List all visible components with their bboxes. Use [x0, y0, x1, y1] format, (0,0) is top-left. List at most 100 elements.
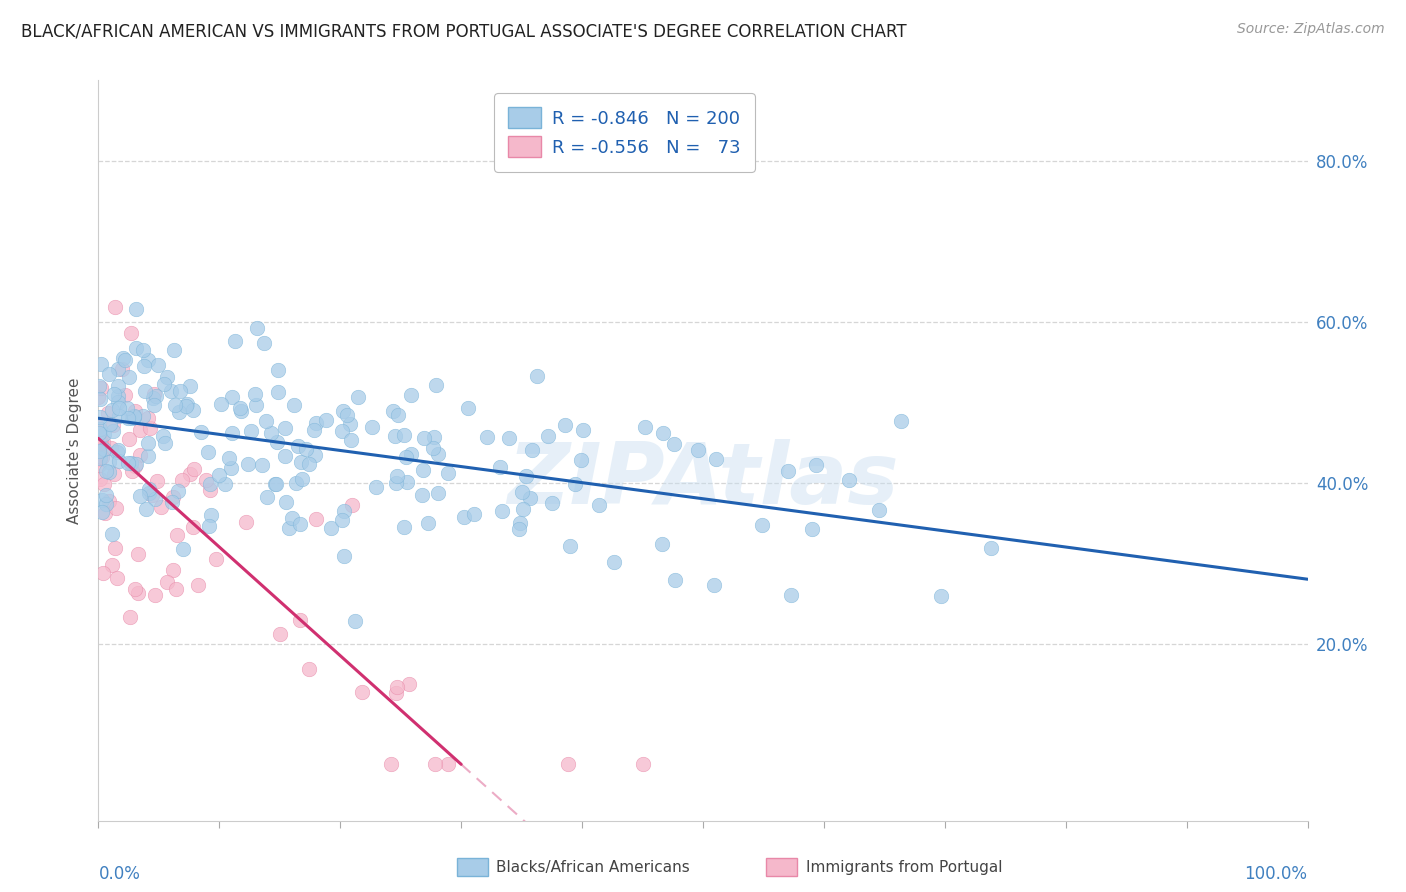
Point: [302, 424, 325, 438]
Point: [686, 443, 709, 458]
Point: [332, 404, 354, 418]
Point: [100, 558, 122, 572]
Point: [702, 578, 724, 592]
Point: [142, 391, 165, 405]
Point: [121, 411, 143, 425]
Point: [104, 541, 127, 556]
Point: [558, 539, 581, 553]
Point: [87, 443, 110, 458]
Point: [87, 444, 110, 458]
Point: [422, 441, 444, 455]
Point: [426, 447, 449, 461]
Point: [125, 458, 148, 472]
Point: [100, 441, 122, 455]
Point: [136, 449, 159, 463]
Point: [361, 419, 384, 434]
Point: [142, 398, 165, 412]
Point: [330, 424, 353, 438]
Point: [569, 453, 592, 467]
Point: [489, 459, 512, 474]
Point: [245, 398, 267, 412]
Point: [89, 449, 111, 463]
Point: [120, 609, 142, 624]
Point: [97, 465, 120, 479]
Point: [278, 521, 301, 535]
Point: [125, 302, 148, 317]
Point: [122, 409, 145, 424]
Point: [205, 552, 228, 566]
Point: [194, 474, 217, 488]
Text: 0.0%: 0.0%: [98, 865, 141, 883]
Point: [197, 445, 219, 459]
Point: [138, 353, 160, 368]
Point: [146, 474, 169, 488]
Text: 100.0%: 100.0%: [1244, 865, 1308, 883]
Point: [554, 418, 576, 433]
Point: [254, 414, 277, 428]
Point: [291, 472, 314, 486]
Point: [87, 379, 110, 393]
Point: [96, 498, 118, 512]
Point: [200, 508, 222, 522]
Point: [256, 491, 278, 505]
Point: [107, 401, 129, 416]
Point: [333, 549, 356, 563]
Point: [132, 409, 155, 423]
Text: ZIPAtlas: ZIPAtlas: [508, 439, 898, 522]
Point: [148, 358, 170, 372]
Point: [333, 504, 356, 518]
Point: [651, 537, 673, 551]
Point: [380, 757, 402, 772]
Text: Source: ZipAtlas.com: Source: ZipAtlas.com: [1237, 22, 1385, 37]
Point: [108, 454, 131, 468]
Point: [221, 390, 243, 404]
Point: [93, 477, 115, 491]
Point: [399, 447, 422, 461]
Point: [246, 321, 269, 335]
Point: [163, 398, 186, 412]
Y-axis label: Associate's Degree: Associate's Degree: [67, 377, 83, 524]
Point: [366, 480, 388, 494]
Point: [980, 541, 1002, 555]
Point: [107, 442, 129, 457]
Point: [97, 405, 120, 419]
Point: [150, 500, 173, 515]
Point: [384, 429, 406, 443]
Point: [264, 477, 287, 491]
Point: [89, 436, 111, 450]
Point: [101, 527, 124, 541]
Point: [139, 420, 162, 434]
Point: [160, 494, 183, 508]
Point: [540, 495, 562, 509]
Point: [124, 458, 146, 473]
Point: [103, 417, 125, 432]
Point: [117, 411, 139, 425]
Point: [89, 392, 111, 406]
Point: [253, 336, 276, 351]
Point: [229, 401, 252, 415]
Point: [96, 488, 118, 502]
Text: Immigrants from Portugal: Immigrants from Portugal: [806, 861, 1002, 875]
Point: [97, 493, 120, 508]
Point: [651, 426, 673, 441]
Point: [143, 386, 166, 401]
Point: [135, 502, 157, 516]
Point: [107, 395, 129, 409]
Point: [508, 522, 530, 536]
Point: [290, 517, 312, 532]
Point: [288, 613, 311, 627]
Point: [107, 362, 129, 376]
Point: [132, 359, 155, 373]
Point: [174, 399, 197, 413]
Point: [267, 384, 290, 399]
Text: BLACK/AFRICAN AMERICAN VS IMMIGRANTS FROM PORTUGAL ASSOCIATE'S DEGREE CORRELATIO: BLACK/AFRICAN AMERICAN VS IMMIGRANTS FRO…: [21, 22, 907, 40]
Point: [162, 490, 184, 504]
Point: [399, 388, 422, 402]
Point: [838, 473, 860, 487]
Point: [260, 425, 283, 440]
Point: [128, 423, 150, 437]
Point: [564, 477, 586, 491]
Text: Blacks/African Americans: Blacks/African Americans: [496, 861, 690, 875]
Point: [475, 430, 498, 444]
Point: [108, 409, 131, 423]
